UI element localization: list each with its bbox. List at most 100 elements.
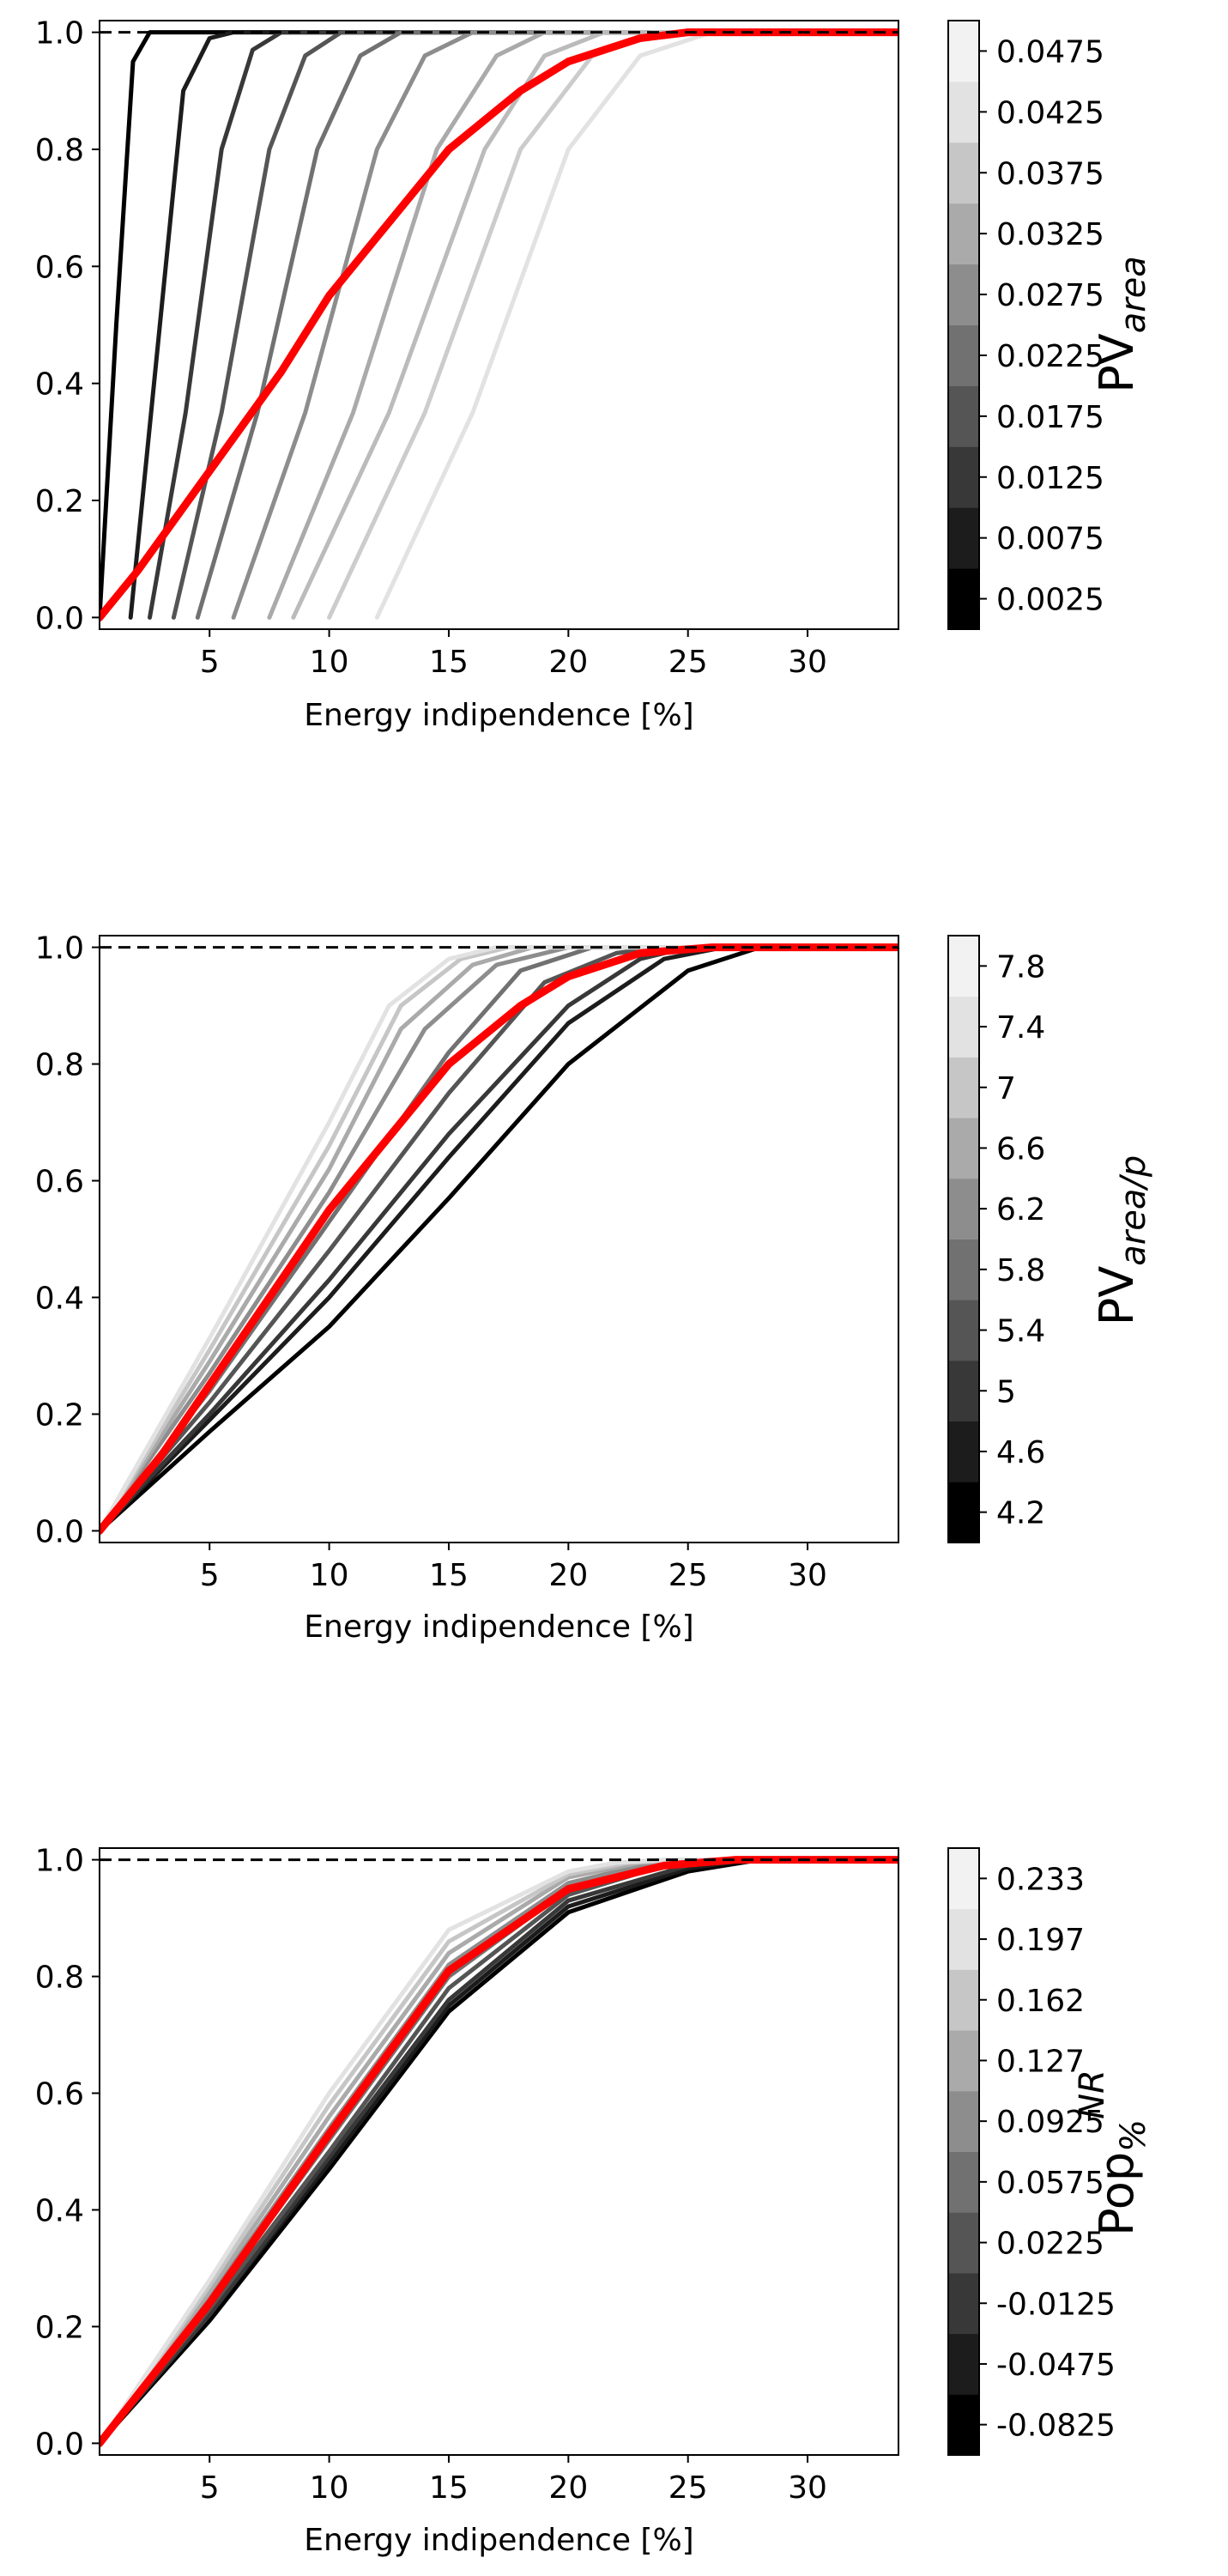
colorbar-tick-label: 0.0175: [996, 400, 1104, 435]
x-tick-label: 20: [548, 645, 588, 680]
colorbar-tick-label: -0.0475: [996, 2348, 1116, 2383]
colorbar-segment: [948, 2212, 979, 2274]
colorbar-segment: [948, 81, 979, 143]
colorbar-segment: [948, 2090, 979, 2152]
colorbar-tick-label: 5: [996, 1374, 1016, 1409]
colorbar-tick-label: 7.8: [996, 949, 1045, 985]
colorbar-tick-label: 0.0275: [996, 278, 1104, 313]
series-line-highlight: [100, 943, 898, 1535]
y-tick-label: 0.2: [35, 1397, 84, 1433]
colorbar-tick-label: 0.0075: [996, 522, 1104, 557]
x-tick-label: 20: [548, 2470, 588, 2506]
chart-panel-1: 5 10 15 20 25 30 0.0 0.2 0.4 0.6 0.8 1.0 Energy indi…: [35, 16, 1153, 733]
colorbar-segment: [948, 1360, 979, 1422]
y-tick-label: 0.6: [35, 2077, 84, 2112]
x-axis-label: Energy indipendence [%]: [304, 2523, 693, 2558]
colorbar-frame: [947, 935, 980, 1543]
colorbar-tick-label: 0.162: [996, 1984, 1085, 2019]
colorbar-segment: [948, 1908, 979, 1970]
colorbar-segment: [948, 2030, 979, 2092]
x-tick-label: 20: [548, 1558, 588, 1593]
colorbar-frame: [947, 20, 980, 630]
chart-panel-2: 5 10 15 20 25 30 0.0 0.2 0.4 0.6 0.8 1.0 Energy indi…: [35, 931, 1153, 1645]
colorbar-label: Pop%NR: [1073, 2070, 1153, 2236]
y-tick-label: 0.0: [35, 601, 84, 636]
series-line-1: [100, 30, 898, 620]
y-tick-label: 1.0: [35, 1844, 84, 1879]
x-tick-label: 25: [668, 2470, 708, 2506]
colorbar-segment: [948, 1969, 979, 2031]
y-tick-label: 0.6: [35, 1165, 84, 1200]
colorbar-tick-label: 0.0925: [996, 2105, 1104, 2140]
y-tick-label: 0.6: [35, 250, 84, 285]
axes-frame: [99, 935, 899, 1543]
series-line-5: [195, 30, 898, 620]
y-tick-label: 0.4: [35, 1281, 84, 1316]
colorbar-segment: [948, 1239, 979, 1300]
x-tick-label: 10: [310, 2470, 349, 2506]
x-tick-label: 15: [429, 2470, 469, 2506]
x-tick-label: 15: [429, 1558, 469, 1593]
colorbar-tick-label: 0.0425: [996, 95, 1104, 130]
x-tick-label: 5: [200, 2470, 220, 2506]
colorbar-tick-label: -0.0125: [996, 2287, 1116, 2322]
colorbar-segment: [948, 996, 979, 1058]
x-tick-label: 15: [429, 645, 469, 680]
x-tick-label: 10: [310, 1558, 349, 1593]
plot-area: [100, 28, 898, 621]
colorbar-segment: [948, 1300, 979, 1361]
x-tick-label: 30: [788, 1558, 827, 1593]
y-tick-label: 0.8: [35, 1048, 84, 1083]
colorbar-segment: [948, 1118, 979, 1179]
x-tick-label: 30: [788, 645, 827, 680]
colorbar-tick-label: 7.4: [996, 1010, 1045, 1046]
colorbar-tick-label: 0.0375: [996, 156, 1104, 191]
colorbar-segment: [948, 2272, 979, 2335]
colorbar-tick-label: 6.6: [996, 1131, 1045, 1167]
colorbar-label: PVarea: [1090, 256, 1153, 393]
series-line-4: [171, 30, 898, 620]
series-line-4: [100, 1858, 898, 2446]
colorbar-tick-label: 4.2: [996, 1496, 1045, 1531]
colorbar-segment: [948, 203, 979, 265]
colorbar-tick-label: 0.233: [996, 1862, 1085, 1897]
colorbar-frame: [947, 1847, 980, 2456]
x-tick-label: 5: [200, 1558, 220, 1593]
colorbar-tick-label: 7: [996, 1071, 1016, 1106]
colorbar-tick-label: -0.0825: [996, 2409, 1116, 2444]
colorbar-segment: [948, 2151, 979, 2213]
colorbar-tick-label: 4.6: [996, 1435, 1045, 1470]
colorbar-segment: [948, 2394, 979, 2456]
chart-panel-3: 5 10 15 20 25 30 0.0 0.2 0.4 0.6 0.8 1.0 Energy indi…: [35, 1844, 1153, 2558]
colorbar-segment: [948, 385, 979, 447]
x-tick-label: 25: [668, 1558, 708, 1593]
colorbar-segment: [948, 1057, 979, 1118]
series-line-highlight: [100, 28, 898, 621]
series-line-8: [291, 30, 898, 620]
x-axis-label: Energy indipendence [%]: [304, 1609, 693, 1645]
colorbar-segment: [948, 507, 979, 569]
x-tick-label: 10: [310, 645, 349, 680]
series-line-9: [327, 30, 898, 620]
y-tick-label: 0.2: [35, 2310, 84, 2345]
axes-frame: [99, 20, 899, 630]
colorbar-tick-label: 0.0575: [996, 2166, 1104, 2201]
colorbar-segment: [948, 1848, 979, 1910]
series-line-7: [267, 30, 898, 620]
colorbar-tick-label: 0.0225: [996, 2227, 1104, 2262]
colorbar-tick-label: 0.0325: [996, 217, 1104, 252]
axes-frame: [99, 1847, 899, 2456]
series-line-2: [128, 30, 898, 620]
colorbar-tick-label: 0.0125: [996, 461, 1104, 496]
y-tick-label: 1.0: [35, 931, 84, 967]
colorbar-segment: [948, 142, 979, 204]
colorbar-tick-label: 0.127: [996, 2044, 1085, 2079]
y-tick-label: 0.0: [35, 2427, 84, 2462]
y-tick-label: 0.4: [35, 2193, 84, 2228]
colorbar-segment: [948, 264, 979, 325]
colorbar-segment: [948, 568, 979, 630]
y-tick-label: 0.4: [35, 367, 84, 403]
y-tick-label: 0.0: [35, 1514, 84, 1549]
colorbar-segment: [948, 1482, 979, 1543]
